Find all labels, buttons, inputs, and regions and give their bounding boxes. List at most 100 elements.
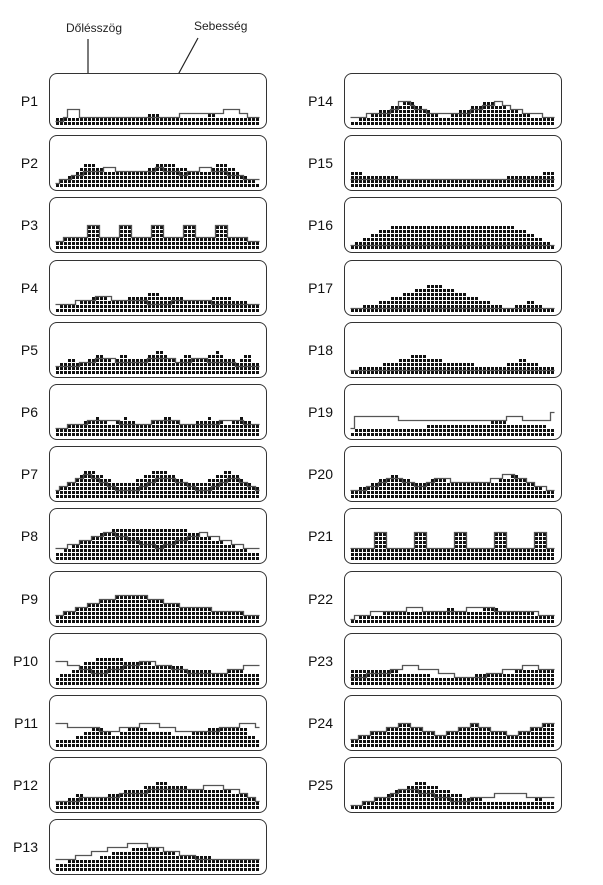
speed-cell: [88, 798, 91, 802]
speed-cell: [124, 557, 127, 561]
speed-cell: [415, 732, 418, 735]
speed-cell: [411, 362, 414, 366]
speed-cell: [256, 242, 259, 246]
profile-chart: [55, 471, 260, 499]
speed-cell: [120, 868, 123, 872]
speed-cell: [375, 176, 378, 180]
speed-cell: [148, 304, 151, 308]
speed-cell: [427, 366, 430, 370]
speed-cell: [76, 545, 79, 549]
speed-cell: [427, 362, 430, 366]
speed-cell: [188, 180, 191, 184]
speed-cell: [411, 491, 414, 495]
speed-cell: [543, 673, 546, 677]
speed-cell: [236, 483, 239, 487]
speed-cell: [208, 370, 211, 374]
speed-cell: [244, 483, 247, 487]
speed-cell: [507, 114, 510, 117]
speed-cell: [148, 308, 151, 312]
speed-cell: [148, 669, 151, 673]
speed-cell: [92, 164, 95, 168]
speed-cell: [92, 611, 95, 615]
speed-cell: [403, 106, 406, 109]
speed-cell: [104, 184, 107, 188]
speed-cell: [539, 246, 542, 250]
speed-cell: [459, 537, 462, 541]
speed-cell: [216, 475, 219, 479]
speed-cell: [459, 246, 462, 250]
speed-cell: [375, 736, 378, 739]
speed-cell: [108, 483, 111, 487]
speed-cell: [148, 487, 151, 491]
speed-cell: [192, 619, 195, 623]
speed-cell: [359, 429, 362, 432]
speed-cell: [172, 677, 175, 681]
speed-cell: [216, 545, 219, 549]
speed-cell: [120, 362, 123, 366]
speed-cell: [415, 110, 418, 113]
speed-cell: [172, 806, 175, 810]
speed-cell: [176, 677, 179, 681]
speed-cell: [76, 860, 79, 864]
speed-cell: [391, 242, 394, 246]
speed-cell: [136, 848, 139, 852]
speed-cell: [224, 238, 227, 242]
speed-cell: [391, 487, 394, 491]
speed-cell: [507, 615, 510, 619]
speed-cell: [451, 230, 454, 234]
speed-cell: [419, 673, 422, 677]
speed-cell: [120, 852, 123, 856]
speed-cell: [228, 677, 231, 681]
speed-cell: [200, 736, 203, 739]
speed-cell: [212, 495, 215, 499]
speed-cell: [160, 665, 163, 669]
speed-cell: [164, 475, 167, 479]
speed-cell: [491, 370, 494, 374]
speed-cell: [439, 553, 442, 557]
speed-cell: [367, 744, 370, 747]
speed-cell: [216, 860, 219, 864]
speed-cell: [108, 118, 111, 121]
speed-cell: [64, 615, 67, 619]
speed-cell: [88, 421, 91, 424]
speed-cell: [176, 238, 179, 242]
speed-cell: [88, 475, 91, 479]
speed-cell: [212, 557, 215, 561]
speed-cell: [160, 421, 163, 424]
speed-cell: [208, 421, 211, 424]
speed-cell: [415, 611, 418, 615]
speed-cell: [495, 122, 498, 125]
speed-cell: [120, 234, 123, 238]
speed-cell: [411, 242, 414, 246]
speed-cell: [104, 615, 107, 619]
speed-cell: [447, 806, 450, 810]
speed-cell: [431, 304, 434, 308]
speed-cell: [212, 304, 215, 308]
speed-cell: [535, 740, 538, 743]
speed-cell: [475, 110, 478, 113]
speed-cell: [427, 549, 430, 553]
speed-cell: [232, 549, 235, 553]
speed-cell: [427, 681, 430, 685]
speed-cell: [244, 421, 247, 424]
speed-cell: [84, 483, 87, 487]
speed-cell: [487, 366, 490, 370]
speed-cell: [511, 238, 514, 242]
speed-cell: [439, 122, 442, 125]
speed-cell: [244, 246, 247, 250]
speed-cell: [463, 802, 466, 806]
speed-cell: [228, 545, 231, 549]
speed-bars: [351, 354, 554, 374]
speed-cell: [491, 491, 494, 495]
speed-cell: [120, 354, 123, 358]
speed-cell: [180, 358, 183, 362]
speed-bars: [351, 669, 554, 685]
speed-cell: [76, 246, 79, 250]
speed-cell: [220, 308, 223, 312]
speed-cell: [100, 366, 103, 370]
speed-cell: [527, 362, 530, 366]
speed-cell: [76, 172, 79, 176]
speed-cell: [96, 184, 99, 188]
speed-cell: [383, 362, 386, 366]
speed-cell: [232, 238, 235, 242]
